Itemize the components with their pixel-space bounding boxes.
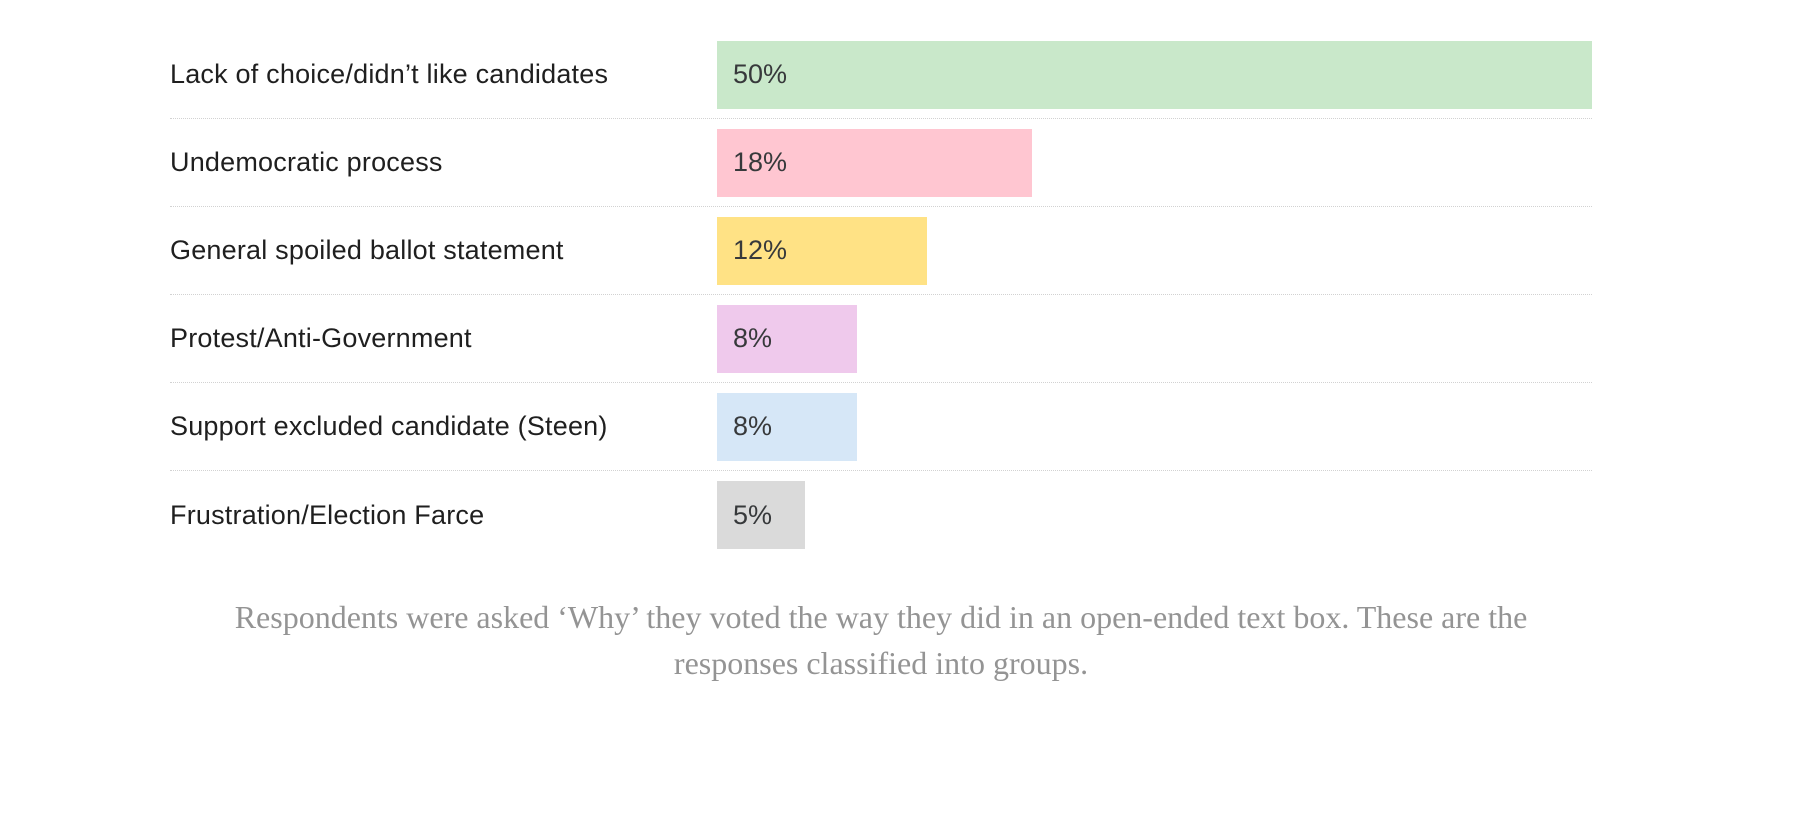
bar: 50% xyxy=(717,40,1592,109)
value-label: 50% xyxy=(733,59,788,89)
bar-track: 12% xyxy=(717,216,1592,285)
chart-row: Lack of choice/didn’t like candidates 50… xyxy=(170,31,1592,119)
chart-row: Support excluded candidate (Steen) 8% xyxy=(170,383,1592,471)
category-label: Protest/Anti-Government xyxy=(170,323,472,353)
value-label: 8% xyxy=(733,411,773,441)
chart-row: General spoiled ballot statement 12% xyxy=(170,207,1592,295)
category-label: Undemocratic process xyxy=(170,147,443,177)
value-label: 18% xyxy=(733,147,788,177)
bar: 12% xyxy=(717,216,927,285)
bar: 5% xyxy=(717,481,805,549)
category-label: Lack of choice/didn’t like candidates xyxy=(170,59,609,89)
bar-track: 18% xyxy=(717,128,1592,197)
value-label: 5% xyxy=(733,499,773,530)
value-label: 8% xyxy=(733,323,773,353)
bar: 18% xyxy=(717,128,1032,197)
chart-row: Protest/Anti-Government 8% xyxy=(170,295,1592,383)
bar-track: 8% xyxy=(717,392,1592,461)
category-label: Frustration/Election Farce xyxy=(170,499,485,530)
chart-caption-text: Respondents were asked ‘Why’ they voted … xyxy=(234,599,1528,681)
bar-track: 5% xyxy=(717,481,1592,549)
bar-chart: Lack of choice/didn’t like candidates 50… xyxy=(170,31,1592,559)
chart-row: Frustration/Election Farce 5% xyxy=(170,471,1592,559)
category-label: General spoiled ballot statement xyxy=(170,235,564,265)
chart-rows: Lack of choice/didn’t like candidates 50… xyxy=(170,31,1592,559)
category-label: Support excluded candidate (Steen) xyxy=(170,411,608,441)
bar-track: 8% xyxy=(717,304,1592,373)
bar: 8% xyxy=(717,304,857,373)
value-label: 12% xyxy=(733,235,788,265)
chart-caption: Respondents were asked ‘Why’ they voted … xyxy=(170,594,1592,686)
bar-track: 50% xyxy=(717,40,1592,109)
chart-row: Undemocratic process 18% xyxy=(170,119,1592,207)
bar: 8% xyxy=(717,392,857,461)
